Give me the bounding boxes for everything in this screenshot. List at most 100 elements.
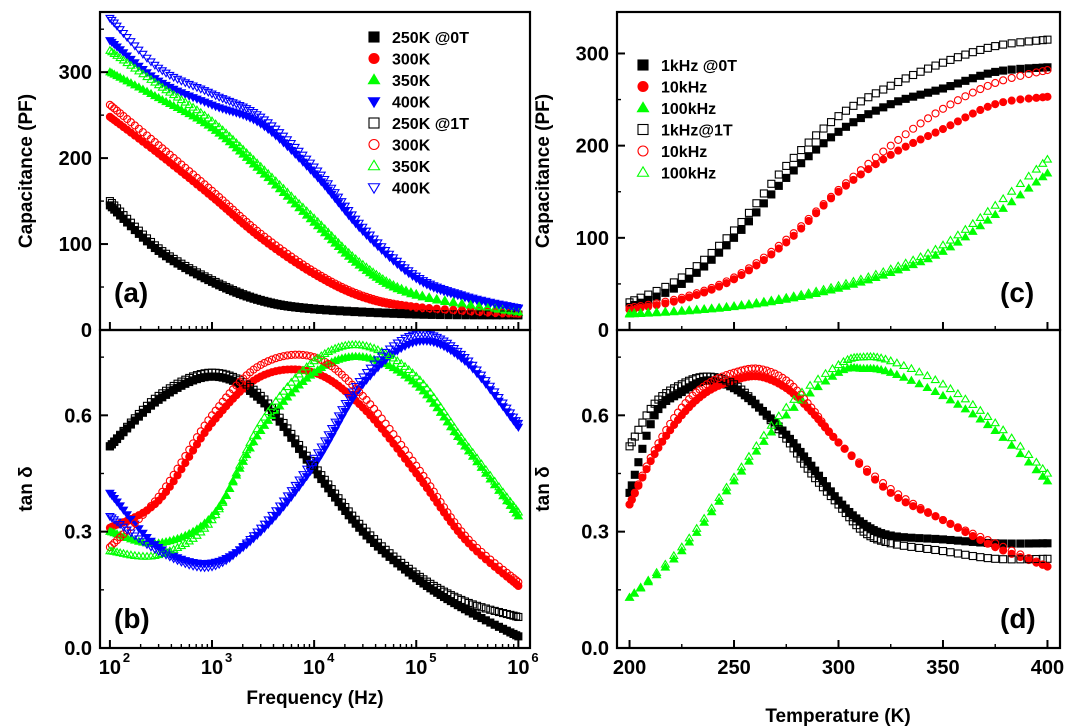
data-point xyxy=(164,87,175,96)
data-point xyxy=(337,406,347,415)
data-point xyxy=(513,304,524,313)
data-point xyxy=(482,302,493,311)
data-point xyxy=(1042,154,1053,163)
data-point xyxy=(407,368,418,377)
data-point xyxy=(337,241,347,250)
data-point xyxy=(744,451,754,460)
data-point xyxy=(953,549,962,558)
data-point xyxy=(442,287,453,296)
data-point xyxy=(923,544,932,553)
x-tick-label: 400 xyxy=(1031,657,1064,679)
data-point xyxy=(856,114,865,123)
data-point xyxy=(759,253,768,262)
data-point xyxy=(1016,38,1025,47)
data-point xyxy=(826,285,836,294)
data-point xyxy=(286,487,297,496)
data-point xyxy=(245,106,255,116)
data-point xyxy=(824,427,833,436)
data-point xyxy=(396,283,407,292)
data-point xyxy=(326,184,337,193)
data-point xyxy=(638,444,647,453)
data-point xyxy=(625,500,634,509)
data-point xyxy=(906,375,917,384)
data-point xyxy=(142,533,152,543)
data-point xyxy=(881,537,890,547)
data-point xyxy=(953,237,963,246)
data-point xyxy=(841,106,851,115)
data-point xyxy=(1043,554,1052,563)
data-point xyxy=(509,611,518,620)
y-tick-label: 200 xyxy=(576,136,609,158)
legend-item: 100kHz xyxy=(636,166,716,183)
legend-item: 250K @0T xyxy=(368,30,469,47)
data-point xyxy=(691,304,702,313)
data-point xyxy=(221,128,231,137)
data-point xyxy=(199,110,210,119)
legend-item: 400K xyxy=(367,95,431,112)
data-point xyxy=(490,606,499,615)
data-point xyxy=(245,437,255,446)
data-point xyxy=(283,351,292,360)
data-point xyxy=(210,92,221,101)
data-point xyxy=(685,274,694,283)
data-point xyxy=(176,558,187,567)
data-point xyxy=(733,367,742,376)
data-point xyxy=(1042,476,1053,485)
data-point xyxy=(931,61,940,70)
data-point xyxy=(967,409,978,418)
data-point xyxy=(1015,190,1026,199)
y-tick-label: 0.6 xyxy=(64,405,92,427)
data-point xyxy=(1023,171,1034,180)
x-tick-label: 300 xyxy=(822,657,855,679)
data-point xyxy=(661,288,670,297)
data-point xyxy=(278,497,289,506)
data-point xyxy=(894,97,903,106)
data-point xyxy=(110,538,119,547)
data-point xyxy=(180,97,191,106)
data-point xyxy=(445,288,456,297)
data-point xyxy=(278,386,289,395)
data-point xyxy=(669,295,678,304)
data-point xyxy=(976,85,985,94)
data-point xyxy=(961,92,970,101)
data-point xyxy=(319,175,330,185)
data-point xyxy=(1032,554,1041,564)
data-point xyxy=(900,258,911,267)
data-point xyxy=(759,430,769,439)
data-point xyxy=(991,100,1000,109)
data-point xyxy=(195,107,206,116)
data-point xyxy=(907,542,916,551)
legend-item: 1kHz @0T xyxy=(637,58,737,75)
data-point xyxy=(938,515,948,525)
data-point xyxy=(975,414,986,423)
legend-marker xyxy=(368,31,380,43)
data-point xyxy=(1015,178,1026,188)
data-point xyxy=(464,598,473,608)
data-point xyxy=(916,135,925,144)
legend-marker xyxy=(637,145,649,157)
data-point xyxy=(692,268,701,277)
data-point xyxy=(150,545,160,555)
data-point xyxy=(422,383,432,392)
data-point xyxy=(374,271,385,281)
data-point xyxy=(990,209,1001,218)
data-point xyxy=(946,548,955,557)
legend-item: 250K @1T xyxy=(368,116,469,133)
data-point xyxy=(389,299,398,308)
panel-d-label: (d) xyxy=(1000,603,1036,634)
data-point xyxy=(1016,550,1025,559)
data-point xyxy=(407,376,418,385)
data-point xyxy=(1023,449,1034,458)
data-point xyxy=(625,442,634,451)
data-point xyxy=(109,516,120,525)
data-point xyxy=(968,551,977,561)
data-point xyxy=(871,89,880,98)
data-point xyxy=(326,424,337,434)
data-point xyxy=(169,470,178,479)
data-point xyxy=(1032,36,1041,45)
data-point xyxy=(876,353,886,362)
y-tick-label: 200 xyxy=(59,148,92,170)
data-point xyxy=(625,298,634,307)
data-point xyxy=(146,543,156,552)
